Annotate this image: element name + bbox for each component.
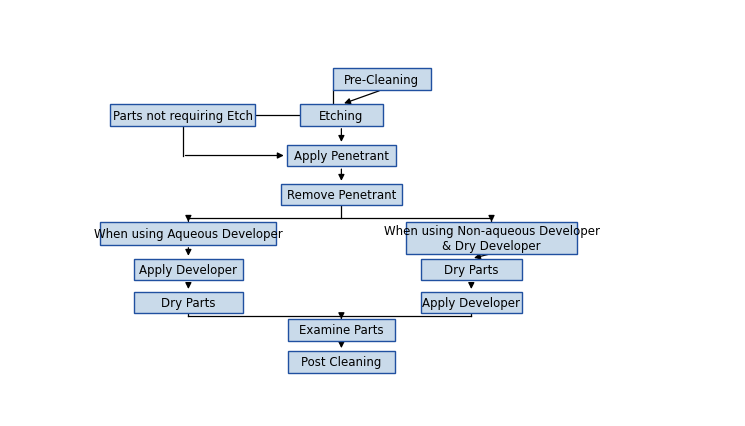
Text: When using Aqueous Developer: When using Aqueous Developer (94, 227, 283, 240)
FancyBboxPatch shape (421, 292, 522, 314)
FancyBboxPatch shape (133, 292, 243, 314)
FancyBboxPatch shape (288, 351, 395, 373)
FancyBboxPatch shape (288, 320, 395, 341)
FancyBboxPatch shape (333, 69, 431, 91)
FancyBboxPatch shape (421, 259, 522, 281)
Text: Apply Developer: Apply Developer (139, 263, 238, 276)
Text: Post Cleaning: Post Cleaning (301, 355, 381, 368)
Text: When using Non-aqueous Developer
& Dry Developer: When using Non-aqueous Developer & Dry D… (384, 224, 600, 252)
Text: Apply Penetrant: Apply Penetrant (294, 150, 389, 163)
FancyBboxPatch shape (406, 222, 577, 254)
Text: Examine Parts: Examine Parts (299, 324, 384, 337)
FancyBboxPatch shape (110, 105, 255, 127)
Text: Dry Parts: Dry Parts (161, 296, 215, 309)
Text: Dry Parts: Dry Parts (444, 263, 498, 276)
Text: Parts not requiring Etch: Parts not requiring Etch (112, 109, 253, 122)
Text: Apply Developer: Apply Developer (422, 296, 520, 309)
Text: Pre-Cleaning: Pre-Cleaning (344, 73, 419, 86)
FancyBboxPatch shape (299, 105, 383, 127)
FancyBboxPatch shape (287, 145, 396, 167)
FancyBboxPatch shape (281, 184, 402, 206)
Text: Etching: Etching (319, 109, 364, 122)
FancyBboxPatch shape (133, 259, 243, 281)
Text: Remove Penetrant: Remove Penetrant (287, 188, 396, 201)
FancyBboxPatch shape (101, 222, 276, 245)
